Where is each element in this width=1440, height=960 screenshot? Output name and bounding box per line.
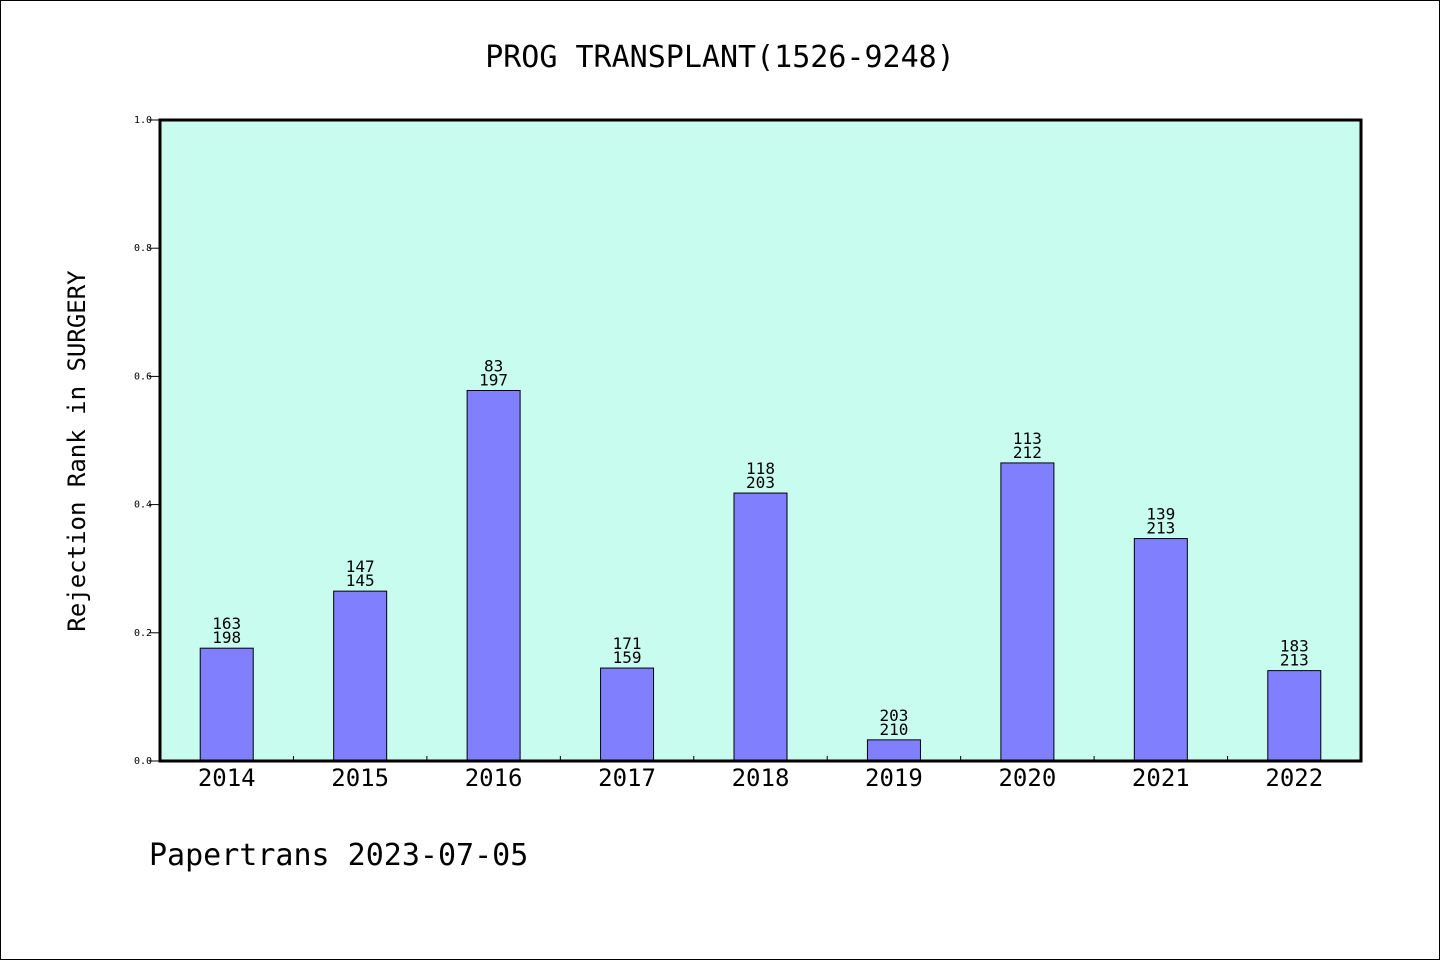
data-label-top: 147 xyxy=(346,557,375,576)
y-axis-label: Rejection Rank in SURGERY xyxy=(63,270,91,632)
bar-2021 xyxy=(1133,538,1188,762)
x-tick-label: 2015 xyxy=(331,764,389,792)
data-label-bottom: 203 xyxy=(746,473,775,492)
x-tick-label: 2017 xyxy=(598,764,656,792)
data-label-top: 118 xyxy=(746,459,775,478)
data-label-bottom: 212 xyxy=(1013,443,1042,462)
data-label-bottom: 210 xyxy=(879,720,908,739)
x-axis-ticks: 2014 2015 2016 2017 2018 2019 2020 2021 2022 xyxy=(198,764,1323,792)
x-tick-label: 2022 xyxy=(1265,764,1323,792)
data-label-top: 183 xyxy=(1280,637,1309,656)
y-tick-label: 0.6 xyxy=(134,371,152,382)
data-label-top: 163 xyxy=(212,614,241,633)
bar-2014 xyxy=(199,647,254,762)
data-label-bottom: 197 xyxy=(479,371,508,390)
data-label-bottom: 145 xyxy=(346,571,375,590)
data-label-top: 203 xyxy=(879,706,908,725)
data-labels: 1631981471458319717115911820320321011321… xyxy=(212,357,1308,739)
chart-title: PROG TRANSPLANT(1526-9248) xyxy=(485,40,955,75)
x-tick-label: 2020 xyxy=(998,764,1056,792)
y-tick-label: 1.0 xyxy=(134,115,152,126)
data-label-bottom: 198 xyxy=(212,628,241,647)
bars xyxy=(199,390,1322,762)
data-label-bottom: 213 xyxy=(1146,519,1175,538)
plot-frame xyxy=(158,118,1363,763)
bar-2015 xyxy=(333,590,388,762)
footer-text: Papertrans 2023-07-05 xyxy=(149,838,528,873)
data-label-top: 171 xyxy=(613,634,642,653)
bar-2016 xyxy=(466,390,521,762)
data-label-top: 139 xyxy=(1146,505,1175,524)
data-label-bottom: 159 xyxy=(613,648,642,667)
x-tick-label: 2021 xyxy=(1132,764,1190,792)
x-tick-label: 2019 xyxy=(865,764,923,792)
x-tick-label: 2014 xyxy=(198,764,256,792)
data-label-top: 113 xyxy=(1013,429,1042,448)
y-tick-label: 0.0 xyxy=(134,756,152,767)
data-label-bottom: 213 xyxy=(1280,651,1309,670)
bar-2020 xyxy=(1000,462,1055,762)
y-tick-label: 0.8 xyxy=(134,243,152,254)
bar-2017 xyxy=(600,667,655,762)
data-label-top: 83 xyxy=(484,357,503,376)
x-tick-label: 2016 xyxy=(465,764,523,792)
y-axis-ticks: 0.0 0.2 0.4 0.6 0.8 1.0 xyxy=(134,115,160,767)
bar-2022 xyxy=(1267,670,1322,762)
y-tick-label: 0.4 xyxy=(134,500,152,511)
bar-2018 xyxy=(733,492,788,762)
x-tick-label: 2018 xyxy=(732,764,790,792)
y-tick-label: 0.2 xyxy=(134,628,152,639)
bar-2019 xyxy=(866,739,921,762)
